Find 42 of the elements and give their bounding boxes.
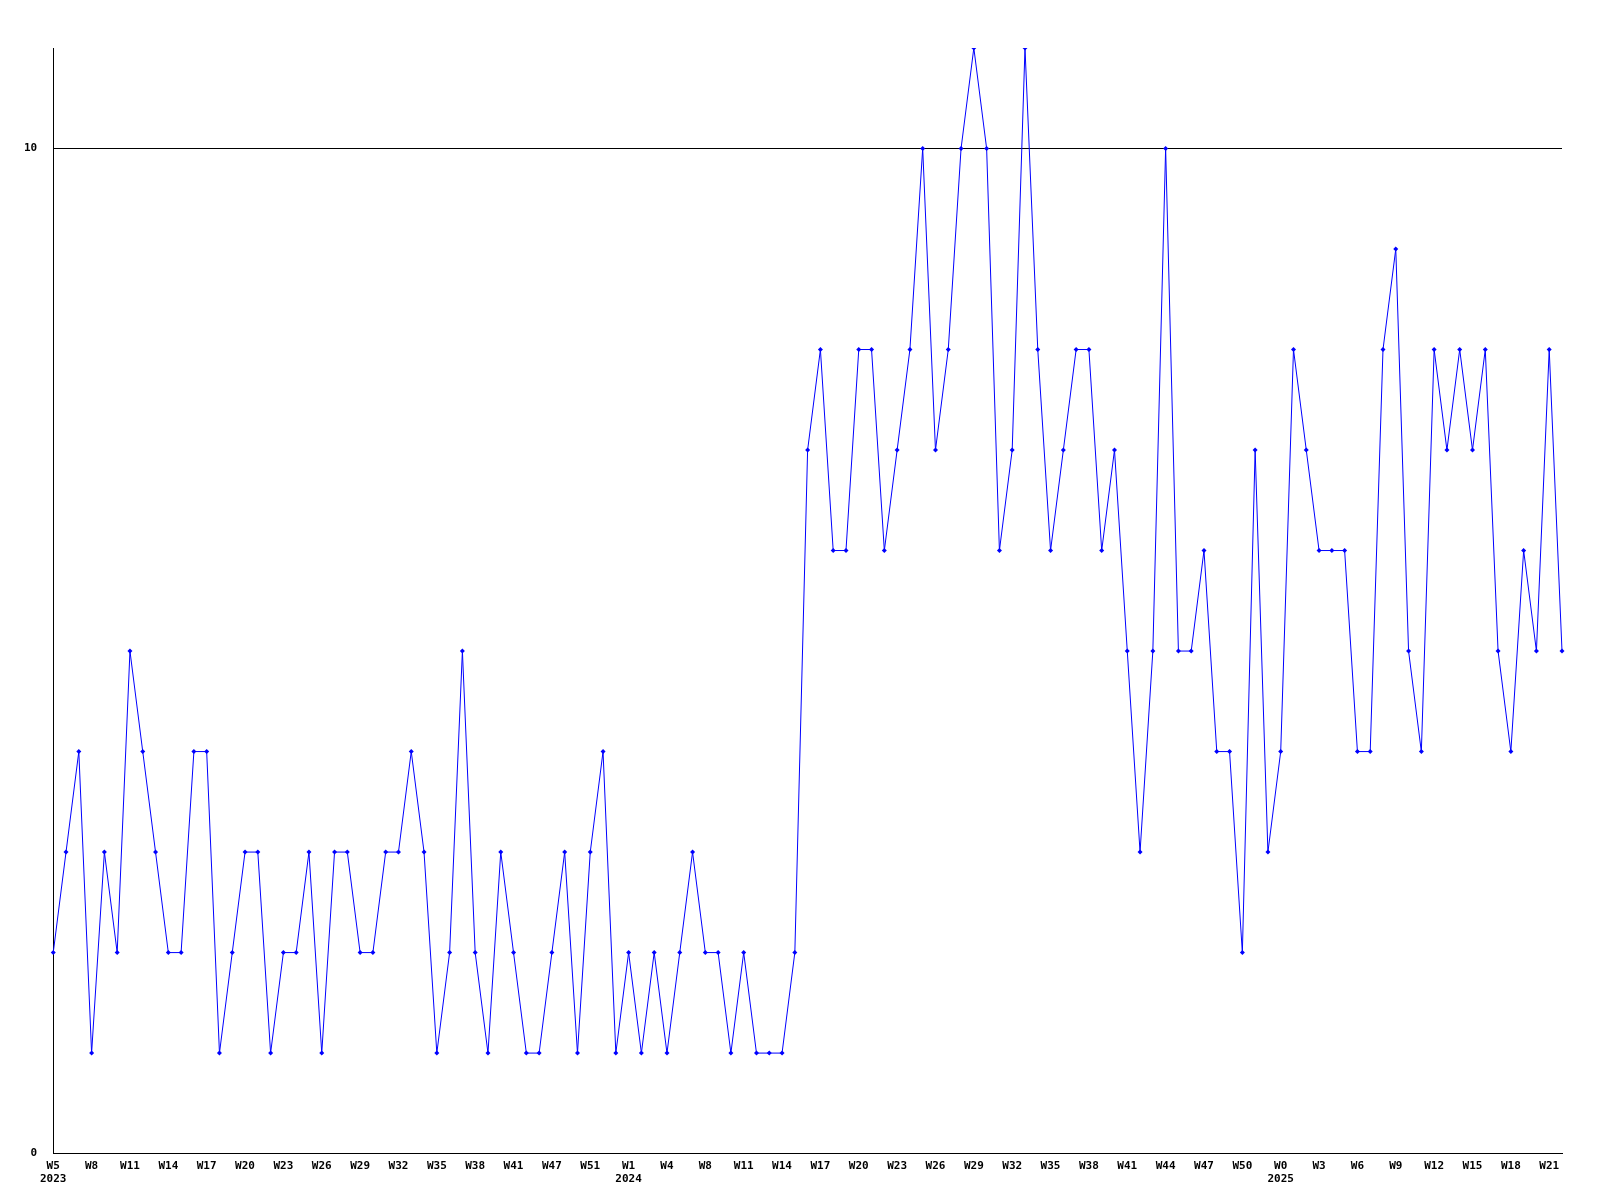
x-tick-label: W51 xyxy=(580,1159,601,1173)
x-tick-label: W47 xyxy=(541,1159,562,1173)
x-tick-label: W41 xyxy=(503,1159,524,1173)
x-tick-label: W23 xyxy=(273,1159,294,1173)
x-tick-label: W41 xyxy=(1117,1159,1138,1173)
x-tick-label: W5 2023 xyxy=(40,1159,67,1186)
x-tick-label: W1 2024 xyxy=(615,1159,643,1186)
x-tick-label: W20 xyxy=(848,1159,869,1173)
x-tick-label: W32 xyxy=(388,1159,409,1173)
x-tick-label: W4 xyxy=(660,1159,674,1173)
x-tick-label: W29 xyxy=(350,1159,371,1173)
x-tick-label: W18 xyxy=(1500,1159,1521,1173)
x-tick-label: W44 xyxy=(1155,1159,1176,1173)
x-tick-label: W35 xyxy=(1040,1159,1061,1173)
x-tick-label: W0 2025 xyxy=(1267,1159,1294,1186)
x-tick-label: W14 xyxy=(772,1159,793,1173)
x-tick-label: W11 xyxy=(733,1159,754,1173)
x-tick-label: W26 xyxy=(311,1159,333,1173)
x-tick-label: W9 xyxy=(1389,1159,1403,1173)
x-tick-label: W23 xyxy=(887,1159,908,1173)
x-tick-label: W17 xyxy=(810,1159,831,1173)
x-tick-label: W26 xyxy=(925,1159,946,1173)
x-tick-label: W38 xyxy=(465,1159,486,1173)
x-tick-label: W8 xyxy=(698,1159,712,1173)
x-tick-label: W32 xyxy=(1002,1159,1023,1173)
y-tick-label: 0 xyxy=(30,1146,38,1160)
x-tick-label: W11 xyxy=(120,1159,141,1173)
x-tick-label: W8 xyxy=(84,1159,99,1173)
x-tick-label: W6 xyxy=(1350,1159,1365,1173)
x-tick-label: W3 xyxy=(1312,1159,1326,1173)
x-tick-label: W21 xyxy=(1539,1159,1560,1173)
x-tick-label: W17 xyxy=(196,1159,217,1173)
x-tick-label: W20 xyxy=(235,1159,255,1173)
x-tick-label: W15 xyxy=(1462,1159,1483,1173)
x-tick-label: W29 xyxy=(963,1159,984,1173)
x-tick-label: W50 xyxy=(1232,1159,1253,1173)
x-tick-label: W38 xyxy=(1078,1159,1099,1173)
y-tick-label: 10 xyxy=(24,141,38,155)
x-tick-label: W35 xyxy=(426,1159,447,1173)
x-tick-label: W47 xyxy=(1194,1159,1214,1173)
x-tick-label: W12 xyxy=(1424,1159,1445,1173)
x-tick-label: W14 xyxy=(158,1159,179,1173)
